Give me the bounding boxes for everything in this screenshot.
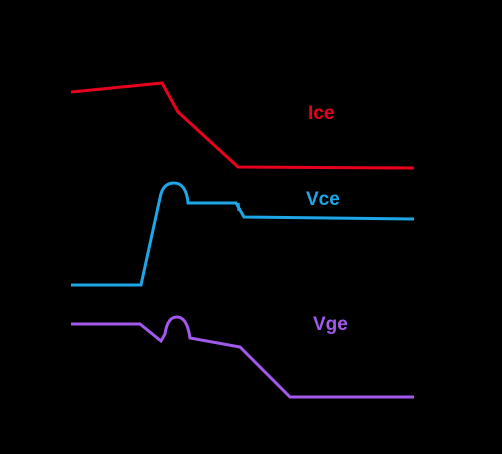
vce-waveform bbox=[71, 181, 415, 287]
ice-label: Ice bbox=[308, 103, 334, 124]
vge-label: Vge bbox=[313, 314, 348, 335]
vce-label: Vce bbox=[306, 189, 340, 210]
vce-notch bbox=[236, 202, 241, 212]
ice-waveform bbox=[70, 81, 415, 170]
vge-waveform bbox=[71, 315, 414, 399]
